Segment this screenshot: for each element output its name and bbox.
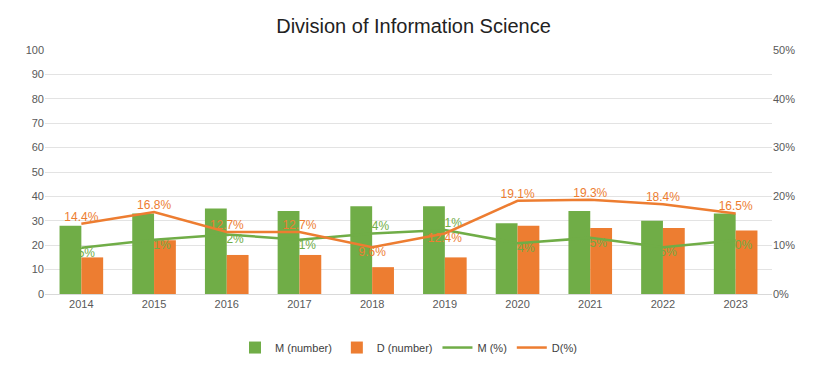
svg-text:12.2%: 12.2% (210, 232, 244, 246)
svg-text:19.1%: 19.1% (501, 187, 535, 201)
svg-text:11.5%: 11.5% (574, 236, 607, 250)
svg-text:M (number): M (number) (275, 342, 332, 354)
svg-text:50%: 50% (773, 44, 795, 56)
svg-text:13.1%: 13.1% (428, 216, 462, 230)
svg-text:30%: 30% (773, 141, 795, 153)
svg-text:2018: 2018 (360, 298, 384, 310)
svg-text:12.4%: 12.4% (428, 231, 462, 245)
svg-text:2014: 2014 (69, 298, 93, 310)
svg-text:M (%): M (%) (477, 342, 506, 354)
svg-text:2015: 2015 (142, 298, 166, 310)
svg-text:30: 30 (32, 215, 44, 227)
svg-text:18.4%: 18.4% (646, 190, 680, 204)
svg-text:2017: 2017 (287, 298, 311, 310)
svg-text:11.1%: 11.1% (137, 238, 170, 252)
svg-text:60: 60 (32, 141, 44, 153)
svg-text:11.0%: 11.0% (719, 238, 752, 252)
svg-text:80: 80 (32, 93, 44, 105)
svg-text:12.4%: 12.4% (355, 219, 389, 233)
svg-text:20%: 20% (773, 190, 795, 202)
svg-text:2022: 2022 (651, 298, 675, 310)
svg-text:70: 70 (32, 117, 44, 129)
svg-text:40: 40 (32, 190, 44, 202)
svg-text:50: 50 (32, 166, 44, 178)
svg-text:19.3%: 19.3% (573, 186, 607, 200)
svg-text:2021: 2021 (578, 298, 602, 310)
svg-text:2016: 2016 (215, 298, 239, 310)
svg-text:90: 90 (32, 68, 44, 80)
svg-text:9.5%: 9.5% (68, 246, 96, 260)
svg-text:10: 10 (32, 263, 44, 275)
svg-text:12.7%: 12.7% (282, 218, 316, 232)
svg-text:14.4%: 14.4% (64, 210, 98, 224)
svg-text:2019: 2019 (433, 298, 457, 310)
svg-text:40%: 40% (773, 93, 795, 105)
svg-text:Division of Information Scienc: Division of Information Science (276, 15, 551, 37)
svg-text:D (number): D (number) (377, 342, 433, 354)
svg-text:16.8%: 16.8% (137, 198, 171, 212)
svg-text:16.5%: 16.5% (719, 199, 753, 213)
svg-text:0%: 0% (773, 288, 789, 300)
svg-text:20: 20 (32, 239, 44, 251)
svg-text:11.1%: 11.1% (283, 238, 316, 252)
svg-text:0: 0 (38, 288, 44, 300)
svg-text:10.4%: 10.4% (501, 241, 535, 255)
svg-text:9.6%: 9.6% (649, 245, 677, 259)
svg-text:100: 100 (26, 44, 44, 56)
svg-text:2020: 2020 (505, 298, 529, 310)
svg-text:10%: 10% (773, 239, 795, 251)
svg-text:12.7%: 12.7% (210, 218, 244, 232)
svg-text:9.6%: 9.6% (358, 245, 386, 259)
svg-text:2023: 2023 (723, 298, 747, 310)
svg-text:D(%): D(%) (552, 342, 577, 354)
